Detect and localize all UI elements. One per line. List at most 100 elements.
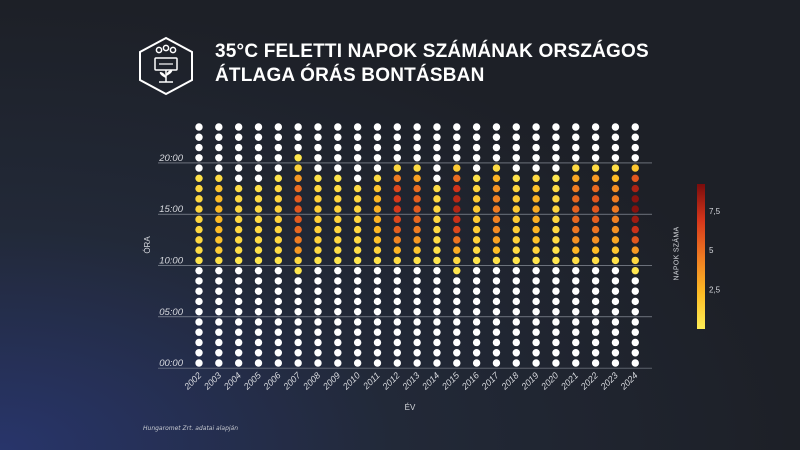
heatmap-cell [532,164,540,172]
heatmap-cell [512,277,520,285]
heatmap-cell [234,225,243,234]
heatmap-cell [274,184,283,193]
page-title: 35°C FELETTI NAPOK SZÁMÁNAK ORSZÁGOS ÁTL… [215,40,685,88]
heatmap-cell [512,184,520,193]
heatmap-cell [215,123,223,131]
legend-colorbar [697,184,705,329]
heatmap-cell [353,307,362,316]
heatmap-cell [215,349,223,357]
heatmap-cell [631,246,639,254]
heatmap-cell [433,123,441,131]
heatmap-cell [492,236,501,244]
heatmap-cell [373,184,382,193]
heatmap-cell [334,236,342,244]
heatmap-cell [552,266,560,275]
heatmap-cell [195,164,203,172]
heatmap-cell [472,266,481,275]
heatmap-cell [453,246,461,254]
x-tick-label: 2004 [221,370,243,392]
heatmap-cell [492,256,501,265]
heatmap-cell [294,205,302,213]
heatmap-cell [254,287,263,295]
heatmap-cell [532,256,540,265]
heatmap-cell [254,195,263,203]
heatmap-cell [453,215,461,224]
heatmap-cell [314,174,322,183]
heatmap-cell [373,205,382,213]
heatmap-cell [195,307,203,316]
y-tick-label: 00:00 [159,358,183,369]
heatmap-cell [294,266,302,275]
heatmap-cell [552,154,560,162]
heatmap-cell [373,225,382,234]
heatmap-cell [274,277,283,285]
heatmap-cell [512,215,520,224]
heatmap-cell [611,225,620,234]
heatmap-cell [433,277,441,285]
heatmap-cell [591,154,600,162]
x-axis-label: ÉV [405,403,416,412]
heatmap-cell [234,318,243,326]
heatmap-cell [294,277,302,285]
heatmap-cell [552,225,560,234]
heatmap-cell [353,287,362,295]
heatmap-cell [572,205,580,213]
heatmap-cell [572,318,580,326]
heatmap-cell [611,174,620,183]
heatmap-cell [572,307,580,316]
heatmap-cell [472,174,481,183]
heatmap-cell [195,246,203,254]
heatmap-cell [234,236,243,244]
heatmap-cell [373,174,382,183]
heatmap-cell [552,349,560,357]
heatmap-cell [453,359,461,367]
heatmap-cell [611,338,620,347]
x-tick-label: 2016 [459,370,481,392]
heatmap-cell [274,338,283,347]
heatmap-cell [294,318,302,326]
heatmap-cell [314,328,322,336]
heatmap-cell [234,256,243,265]
heatmap-cell [572,359,580,367]
heatmap-cell [195,143,203,152]
heatmap-cell [552,338,560,347]
heatmap-cell [373,338,382,347]
heatmap-cell [591,297,600,306]
x-tick-label: 2018 [499,370,521,392]
heatmap-cell [492,359,501,367]
heatmap-cell [572,195,580,203]
heatmap-cell [393,338,401,347]
heatmap-cell [552,164,560,172]
heatmap-cell [413,359,421,367]
heatmap-cell [552,318,560,326]
heatmap-cell [254,359,263,367]
heatmap-cell [572,184,580,193]
heatmap-cell [472,277,481,285]
heatmap-cell [453,195,461,203]
weather-station-icon [139,36,193,96]
heatmap-cell [294,225,302,234]
heatmap-cell [591,174,600,183]
heatmap-cell [215,236,223,244]
heatmap-cell [195,205,203,213]
heatmap-cell [195,184,203,193]
heatmap-cell [195,174,203,183]
heatmap-cell [611,349,620,357]
heatmap-cell [611,287,620,295]
heatmap-cell [314,359,322,367]
heatmap-cell [334,143,342,152]
heatmap-cell [334,215,342,224]
heatmap-cell [413,266,421,275]
heatmap-cell [532,205,540,213]
heatmap-cell [373,266,382,275]
heatmap-cell [274,205,283,213]
heatmap-cell [631,164,639,172]
heatmap-cell [413,256,421,265]
heatmap-cell [373,277,382,285]
heatmap-cell [631,318,639,326]
heatmap-cell [433,205,441,213]
heatmap-cell [353,143,362,152]
heatmap-cell [453,277,461,285]
heatmap-cell [631,359,639,367]
